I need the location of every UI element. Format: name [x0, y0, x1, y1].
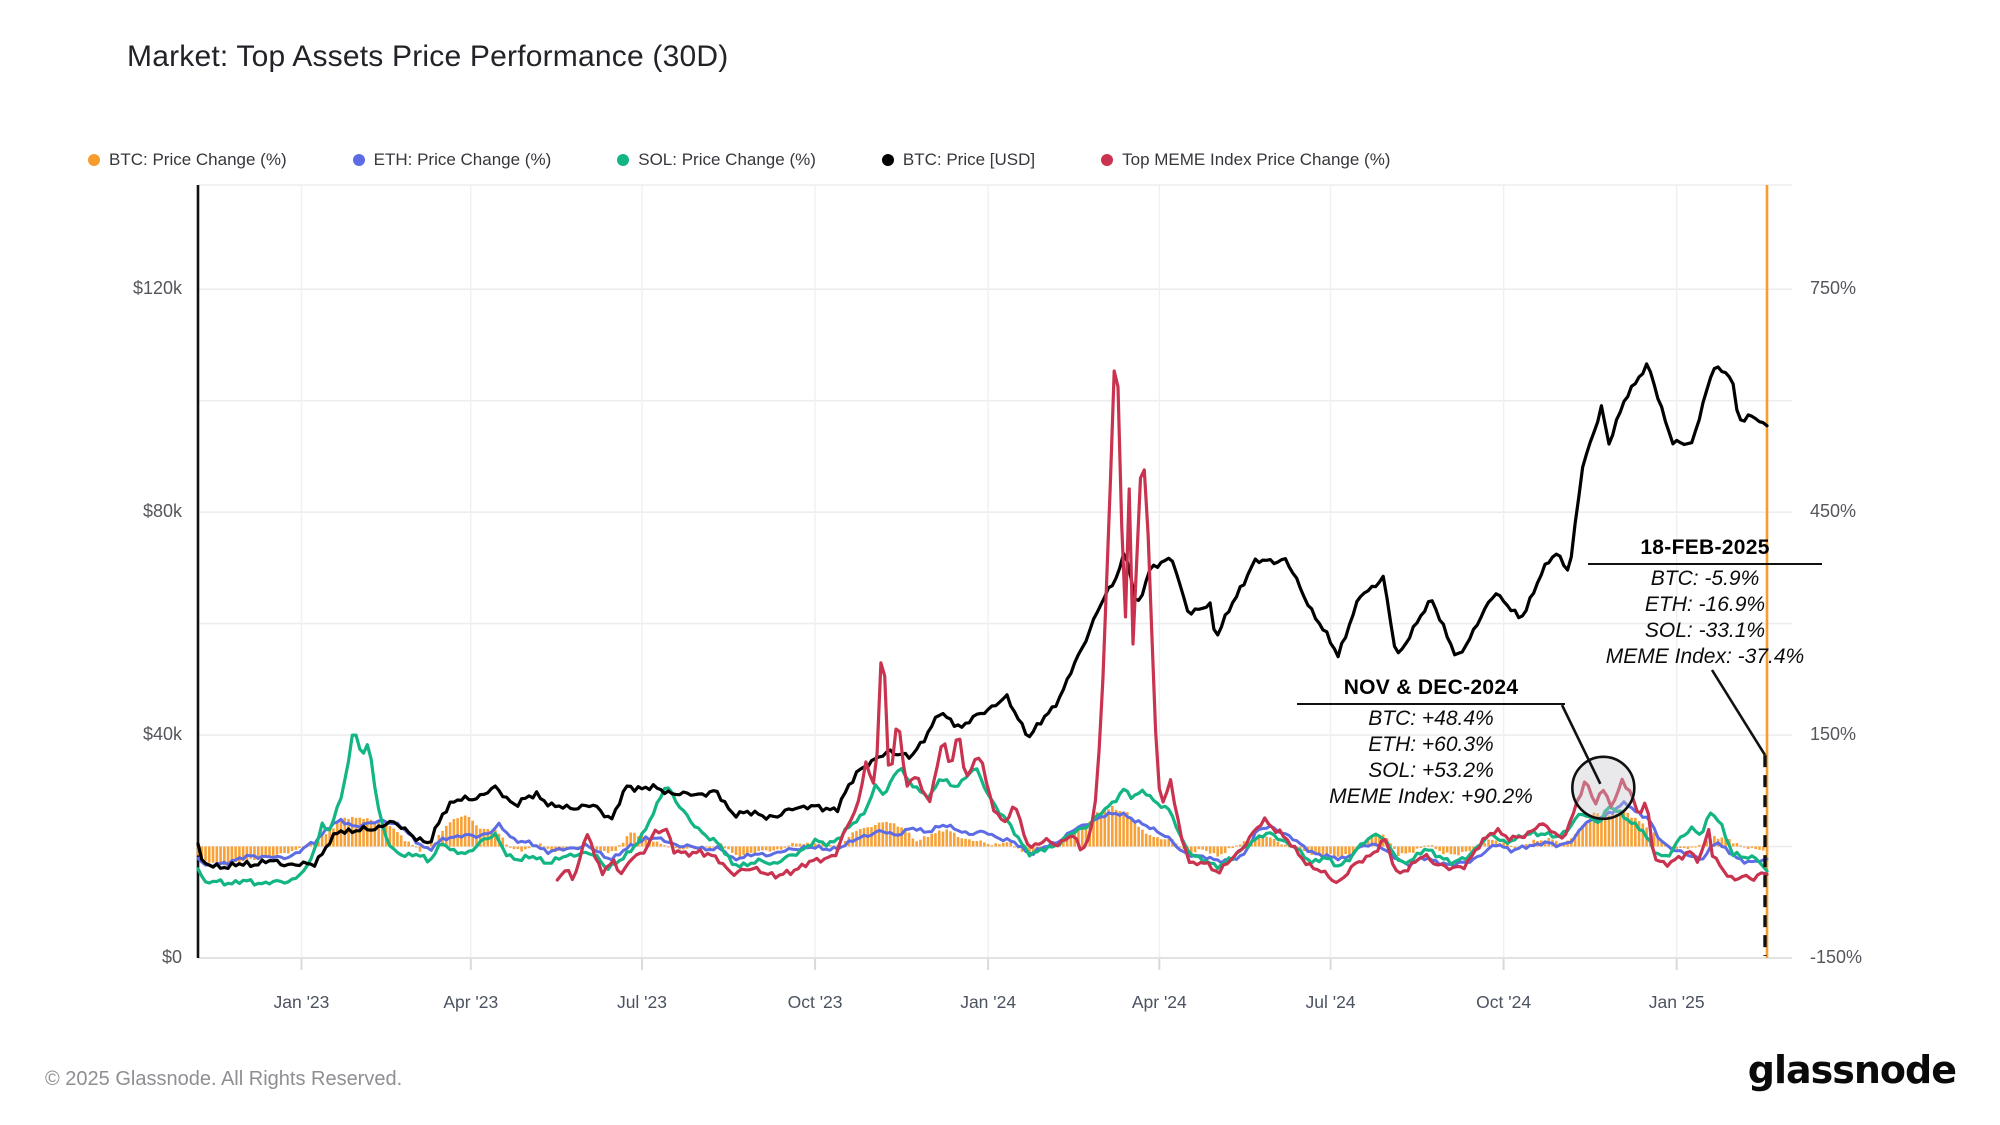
annotation-line: MEME Index: +90.2%: [1329, 785, 1533, 808]
x-axis-label: Jul '24: [1305, 992, 1356, 1012]
y-axis-label-usd: $0: [161, 947, 182, 967]
y-axis-label-pct: 750%: [1810, 278, 1857, 299]
annotation-title: 18-FEB-2025: [1588, 536, 1822, 565]
annotation-line: MEME Index: -37.4%: [1605, 645, 1805, 668]
legend-item-eth-change[interactable]: ETH: Price Change (%): [352, 150, 552, 170]
annotation-line: SOL: +53.2%: [1368, 759, 1494, 782]
y-axis-label-usd: $40k: [142, 724, 182, 745]
y-axis-label-usd: $120k: [132, 278, 182, 299]
x-axis-label: Apr '23: [443, 992, 499, 1012]
x-axis-label: Oct '23: [787, 992, 843, 1012]
page-title: Market: Top Assets Price Performance (30…: [127, 40, 729, 73]
legend-dot-sol-change-icon: [617, 154, 630, 166]
legend-item-btc-price[interactable]: BTC: Price [USD]: [881, 150, 1036, 170]
copyright-text: © 2025 Glassnode. All Rights Reserved.: [45, 1068, 403, 1090]
annotation-line: ETH: -16.9%: [1644, 593, 1766, 616]
glassnode-logo: glassnode: [1747, 1048, 1957, 1092]
x-axis-label: Jan '23: [273, 992, 330, 1012]
annotation-line: ETH: +60.3%: [1368, 733, 1494, 756]
annotation-18-feb-2025: 18-FEB-2025 BTC: -5.9% ETH: -16.9% SOL: …: [1588, 536, 1822, 669]
legend-label: Top MEME Index Price Change (%): [1122, 150, 1391, 169]
annotation-line: BTC: +48.4%: [1368, 707, 1494, 730]
x-axis-label: Jul '23: [616, 992, 667, 1012]
annotation-nov-dec-2024: NOV & DEC-2024 BTC: +48.4% ETH: +60.3% S…: [1297, 676, 1565, 809]
y-axis-label-pct: -150%: [1810, 947, 1863, 967]
legend-dot-btc-price-icon: [881, 154, 894, 166]
legend-item-sol-change[interactable]: SOL: Price Change (%): [617, 150, 816, 170]
x-axis-label: Jan '24: [960, 992, 1017, 1012]
y-axis-label-pct: 150%: [1810, 724, 1857, 745]
legend-label: BTC: Price Change (%): [109, 150, 287, 169]
annotation-line: BTC: -5.9%: [1650, 567, 1760, 590]
x-axis-label: Oct '24: [1476, 992, 1532, 1012]
y-axis-label-usd: $80k: [142, 501, 182, 522]
legend-label: BTC: Price [USD]: [902, 150, 1036, 169]
annotation-title: NOV & DEC-2024: [1297, 676, 1565, 705]
legend-item-meme-index[interactable]: Top MEME Index Price Change (%): [1101, 150, 1390, 170]
legend-label: ETH: Price Change (%): [373, 150, 552, 169]
legend-item-btc-change[interactable]: BTC: Price Change (%): [88, 150, 287, 170]
legend-dot-eth-change-icon: [352, 154, 365, 166]
legend-dot-meme-index-icon: [1101, 154, 1114, 166]
legend-label: SOL: Price Change (%): [638, 150, 816, 169]
annotation-line: SOL: -33.1%: [1644, 619, 1766, 642]
x-axis-label: Apr '24: [1131, 992, 1187, 1012]
legend-dot-btc-change-icon: [88, 154, 100, 166]
chart-legend: BTC: Price Change (%) ETH: Price Change …: [88, 150, 1390, 170]
x-axis-label: Jan '25: [1648, 992, 1705, 1012]
y-axis-label-pct: 450%: [1810, 501, 1857, 522]
